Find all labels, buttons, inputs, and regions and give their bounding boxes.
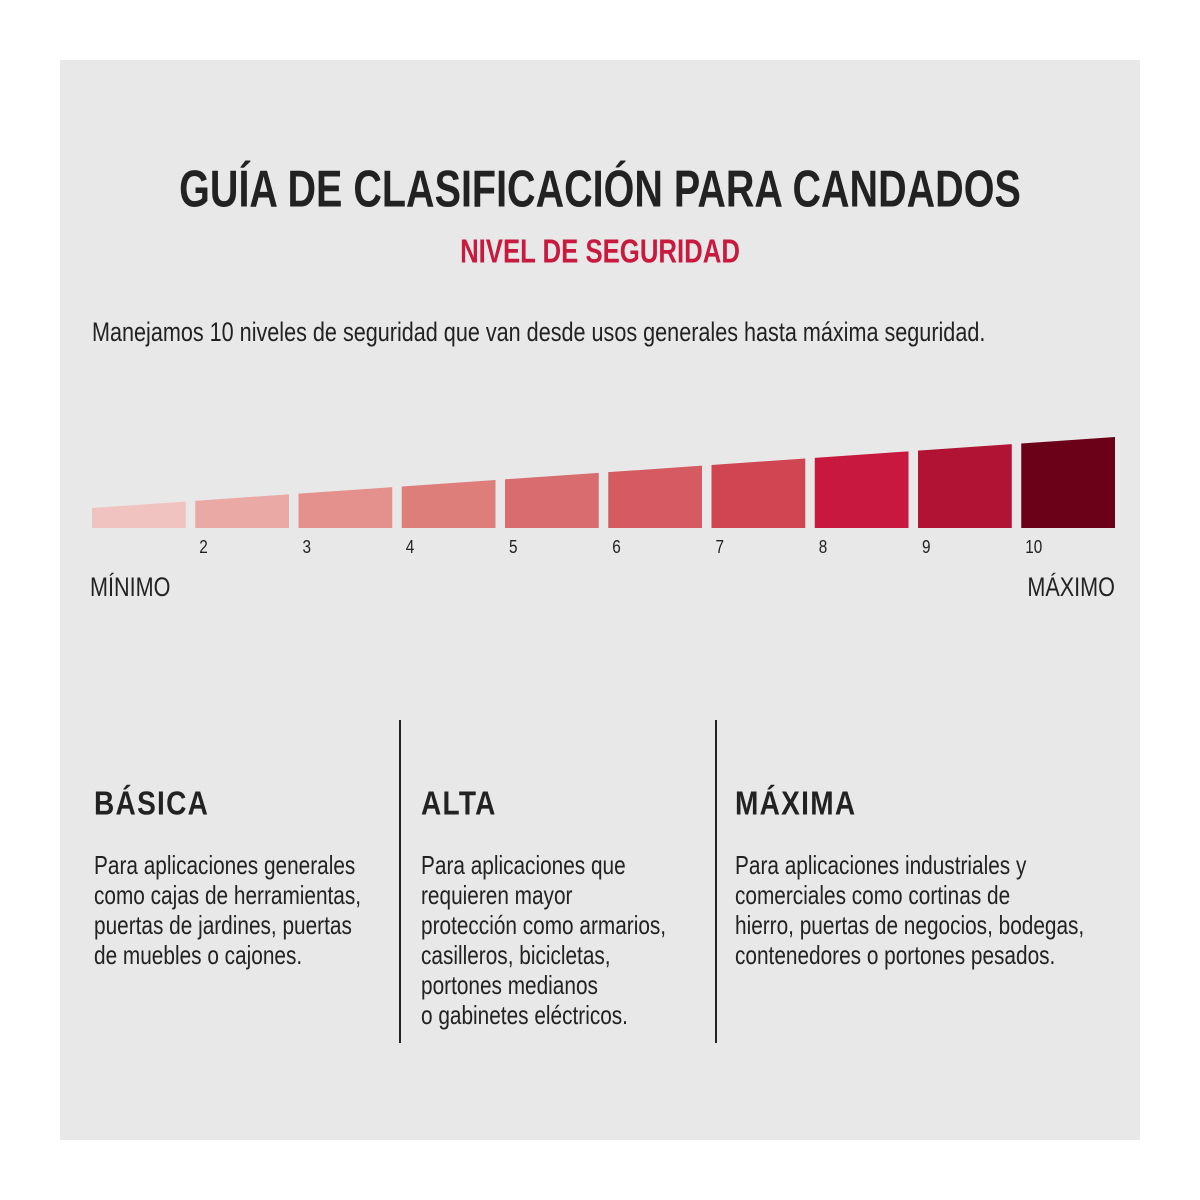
level-label: 7 [716,537,725,557]
column-text: protección como armarios, [421,910,666,940]
level-segment [195,494,289,528]
level-segment [505,472,599,528]
column-text: de muebles o cajones. [94,940,302,970]
title: GUÍA DE CLASIFICACIÓN PARA CANDADOS [179,161,1021,219]
max-label: MÁXIMO [1027,572,1115,602]
intro: Manejamos 10 niveles de seguridad que va… [92,317,985,347]
column-text: o gabinetes eléctricos. [421,1000,628,1030]
column-title: BÁSICA [94,785,209,822]
column-title: ALTA [421,785,497,822]
min-label: MÍNIMO [90,572,170,602]
level-segment [918,444,1012,528]
column-text: requieren mayor [421,880,573,910]
subtitle: NIVEL DE SEGURIDAD [460,233,740,270]
column-text: Para aplicaciones generales [94,850,355,880]
column-text: contenedores o portones pesados. [735,940,1055,970]
level-segment [298,487,393,528]
column-text: como cajas de herramientas, [94,880,361,910]
panel [60,60,1140,1140]
level-segment [814,451,909,528]
level-label: 3 [303,537,312,557]
column-text: casilleros, bicicletas, [421,940,611,970]
level-segment [1021,437,1115,528]
level-segment [608,465,702,528]
column-title: MÁXIMA [735,785,856,822]
level-segment [711,458,806,528]
level-label: 9 [922,537,931,557]
level-label: 10 [1025,537,1042,557]
column-text: hierro, puertas de negocios, bodegas, [735,910,1084,940]
level-label: 4 [406,537,415,557]
column-text: Para aplicaciones que [421,850,626,880]
column-text: comerciales como cortinas de [735,880,1010,910]
level-label: 2 [199,537,208,557]
column-text: portones medianos [421,970,598,1000]
level-segment [92,501,186,528]
level-label: 6 [612,537,621,557]
level-label: 5 [509,537,518,557]
column-text: Para aplicaciones industriales y [735,850,1026,880]
column-text: puertas de jardines, puertas [94,910,352,940]
level-segment [401,479,496,528]
level-label: 8 [819,537,828,557]
